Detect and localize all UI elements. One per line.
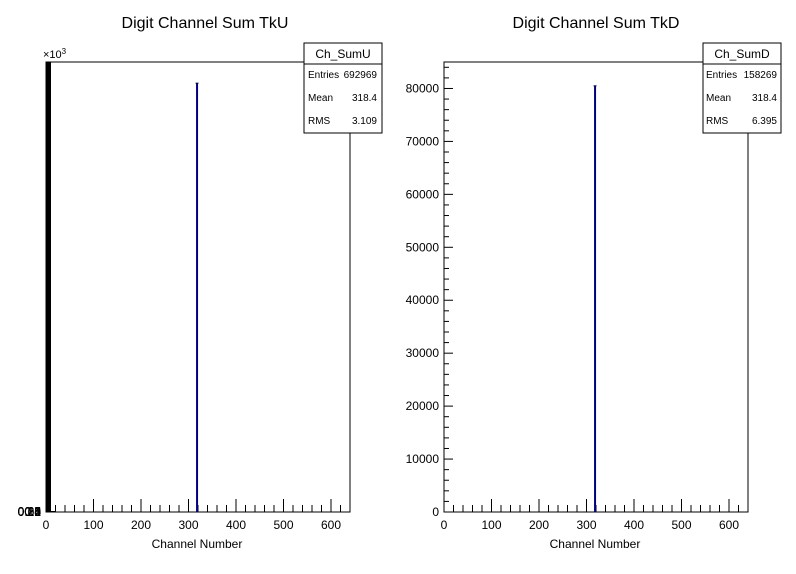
chart-title: Digit Channel Sum TkU xyxy=(122,15,289,32)
y-axis: 00.050.10.150.20.250.30.350.4 xyxy=(18,62,55,519)
panel-tku: Digit Channel Sum TkU ×103 00.050.10.150… xyxy=(18,15,382,551)
y-multiplier-label: ×103 xyxy=(43,47,67,61)
y-tick-label: 0.4 xyxy=(24,505,41,519)
